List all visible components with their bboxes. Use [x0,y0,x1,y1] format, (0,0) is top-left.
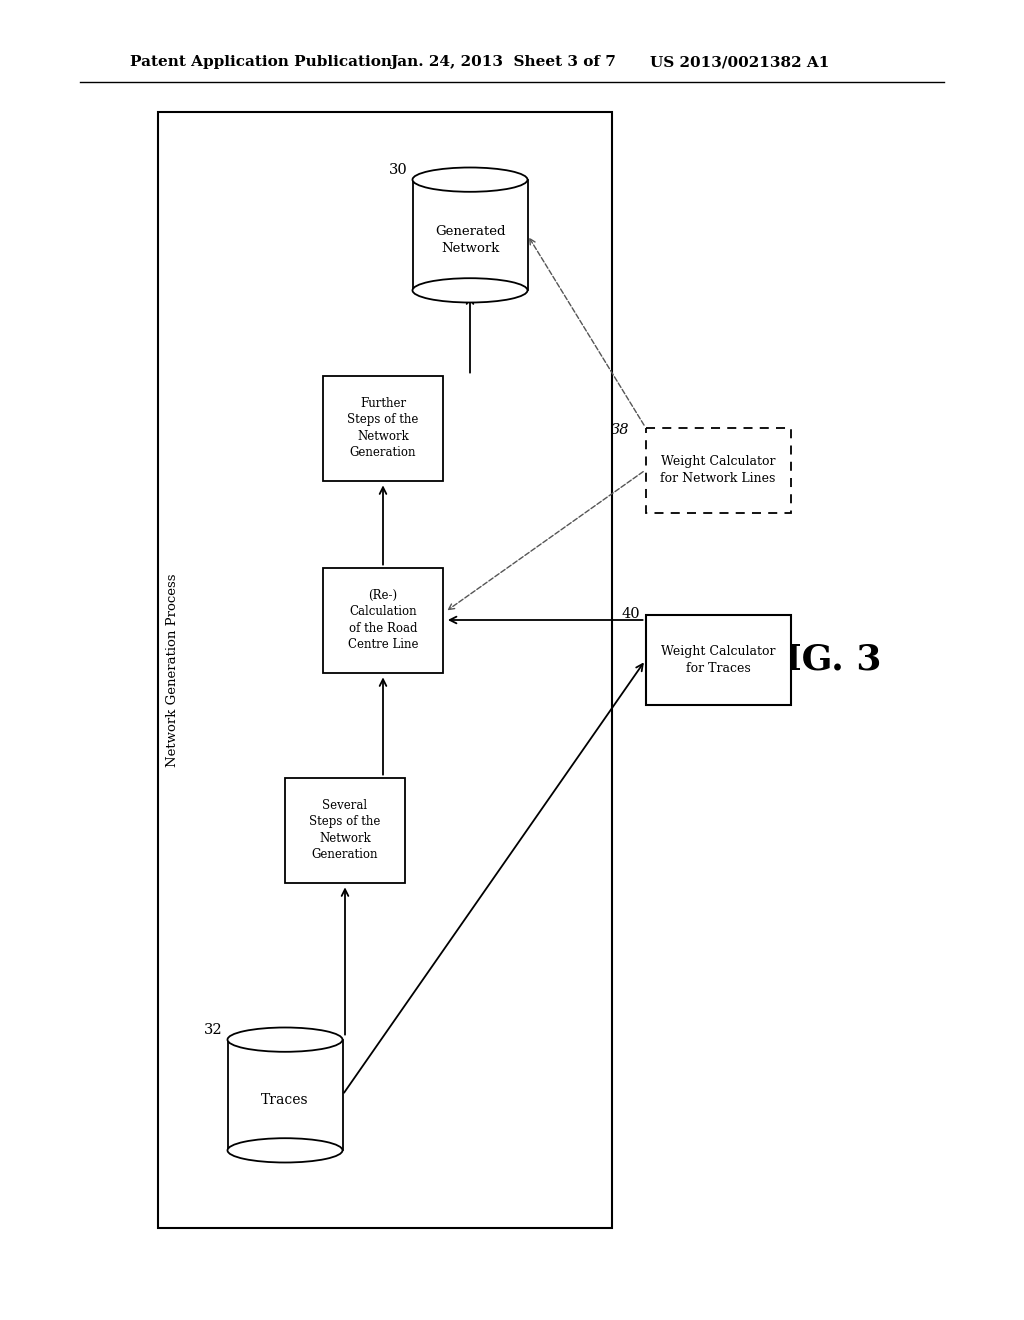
Text: Jan. 24, 2013  Sheet 3 of 7: Jan. 24, 2013 Sheet 3 of 7 [390,55,615,69]
Bar [285,777,406,883]
Text: Network Generation Process: Network Generation Process [166,573,178,767]
Bar [645,428,791,512]
Text: 32: 32 [204,1023,222,1036]
Bar [645,615,791,705]
Text: FIG. 3: FIG. 3 [759,643,882,677]
Ellipse shape [227,1138,342,1163]
Bar [158,112,612,1228]
Bar [323,375,443,480]
Text: Traces: Traces [261,1093,309,1107]
Text: 30: 30 [389,162,408,177]
Ellipse shape [227,1027,342,1052]
Text: Weight Calculator
for Traces: Weight Calculator for Traces [660,645,775,675]
Text: Several
Steps of the
Network
Generation: Several Steps of the Network Generation [309,799,381,861]
Text: Weight Calculator
for Network Lines: Weight Calculator for Network Lines [660,455,776,484]
Ellipse shape [413,279,527,302]
Text: Generated
Network: Generated Network [435,224,505,255]
Bar [227,1040,342,1150]
Text: Patent Application Publication: Patent Application Publication [130,55,392,69]
Text: (Re-)
Calculation
of the Road
Centre Line: (Re-) Calculation of the Road Centre Lin… [348,589,418,651]
Text: 38: 38 [611,422,630,437]
Text: US 2013/0021382 A1: US 2013/0021382 A1 [650,55,829,69]
Bar [323,568,443,672]
Text: Further
Steps of the
Network
Generation: Further Steps of the Network Generation [347,397,419,459]
Ellipse shape [413,168,527,191]
Text: 40: 40 [622,607,640,620]
Bar [413,180,527,290]
